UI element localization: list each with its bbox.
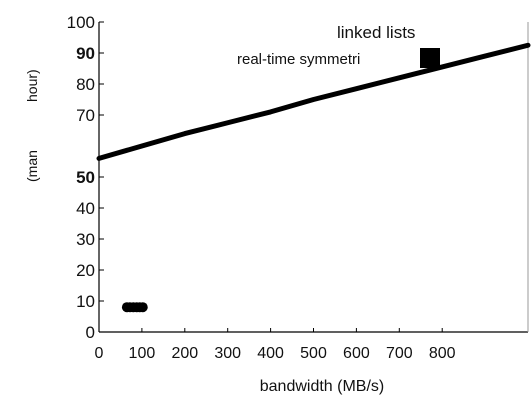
y-tick-label: 100 <box>67 13 95 32</box>
legend: linked lists real-time symmetri <box>237 23 440 68</box>
y-axis-ticks: 0 10 20 30 40 50 70 80 90 100 <box>67 13 104 342</box>
x-tick-label: 600 <box>343 345 370 362</box>
y-axis-label-fragment: hour) <box>24 69 40 102</box>
y-tick-label: 50 <box>76 168 95 187</box>
y-tick-label: 40 <box>76 199 95 218</box>
legend-marker-square <box>420 48 440 68</box>
x-tick-label: 700 <box>386 345 413 362</box>
legend-label: linked lists <box>337 23 415 42</box>
y-tick-label: 70 <box>76 106 95 125</box>
y-tick-label: 20 <box>76 261 95 280</box>
y-tick-label: 10 <box>76 292 95 311</box>
x-tick-label: 500 <box>300 345 327 362</box>
y-tick-label: 80 <box>76 75 95 94</box>
x-axis-ticks: 0 100 200 300 400 500 600 700 800 <box>95 328 456 362</box>
x-tick-label: 200 <box>171 345 198 362</box>
axes <box>98 22 529 333</box>
data-point <box>137 302 148 313</box>
plot-area <box>96 42 531 313</box>
legend-label: real-time symmetri <box>237 51 360 68</box>
y-axis-label: (man hour) <box>24 69 40 182</box>
x-tick-label: 400 <box>257 345 284 362</box>
x-tick-label: 300 <box>214 345 241 362</box>
x-axis-label: bandwidth (MB/s) <box>260 378 385 395</box>
x-tick-label: 0 <box>95 345 104 362</box>
y-tick-label: 30 <box>76 230 95 249</box>
x-tick-label: 100 <box>129 345 156 362</box>
y-tick-label: 90 <box>76 44 95 63</box>
x-tick-label: 800 <box>429 345 456 362</box>
y-tick-label: 0 <box>86 323 95 342</box>
y-axis-label-fragment: (man <box>24 150 40 182</box>
series-line-linked-lists <box>96 42 531 161</box>
